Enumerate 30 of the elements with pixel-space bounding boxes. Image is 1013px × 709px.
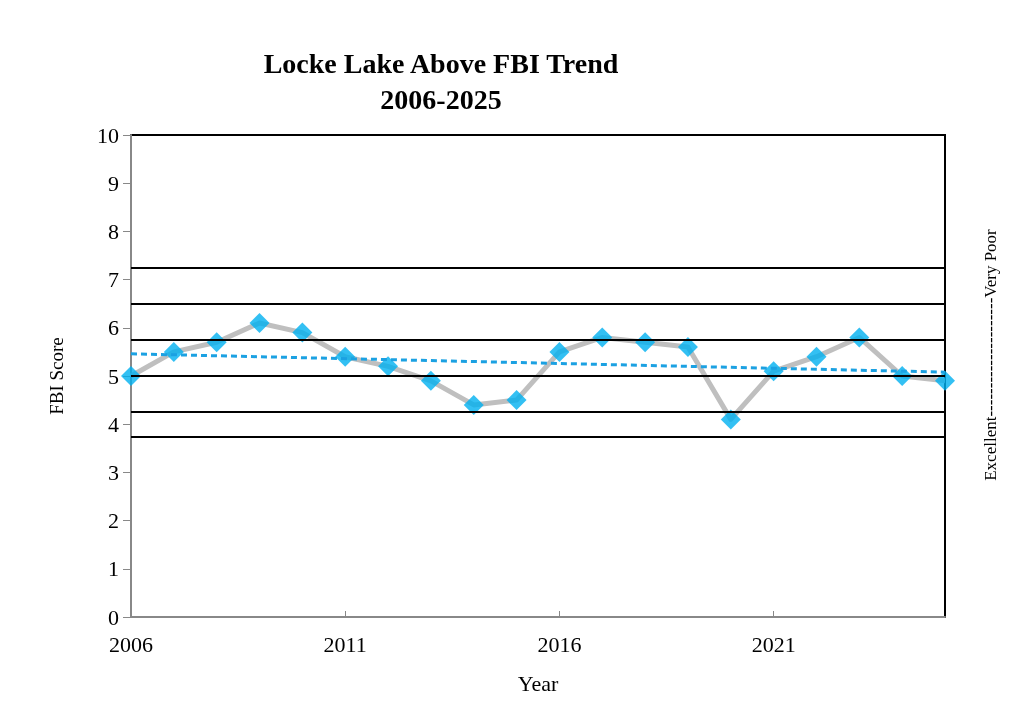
y-tick-label: 7 [108,267,119,293]
point [378,356,399,377]
point [506,390,527,411]
point [806,346,827,367]
point [549,341,570,362]
y-tick-label: 8 [108,218,119,244]
point [720,409,741,430]
y-tick-label: 5 [108,363,119,389]
x-axis-title: Year [517,670,559,696]
y-tick-label: 0 [108,604,119,630]
x-tick-label: 2011 [323,631,367,657]
x-tick-label: 2021 [751,631,796,657]
point [249,312,270,333]
y-tick-label: 10 [97,122,119,148]
point [121,366,141,386]
x-tick-label: 2006 [109,631,153,657]
y-tick-label: 3 [108,459,119,485]
y-tick-label: 4 [108,411,119,437]
point [677,337,698,358]
y-tick-label: 1 [108,556,119,582]
chart-title: Locke Lake Above FBI Trend 2006-2025 [263,47,619,115]
point [463,394,484,415]
y-axis-title: FBI Score [46,337,67,415]
x-tick-label: 2016 [537,631,582,657]
y-tick-label: 9 [108,170,119,196]
text: Excellent---------------------Very Poor [980,228,1000,481]
y-tick-label: 6 [108,315,119,341]
point [935,370,955,391]
point [292,322,313,343]
y-tick-label: 2 [108,508,119,534]
